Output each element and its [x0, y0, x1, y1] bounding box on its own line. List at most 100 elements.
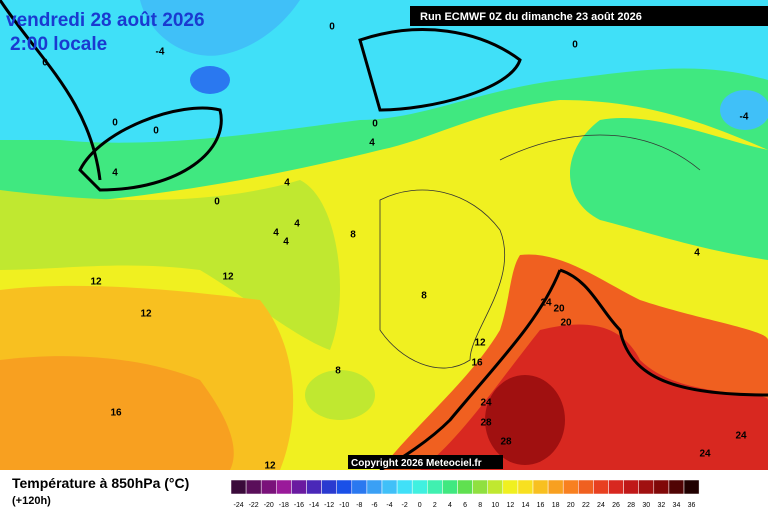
colorbar-label: -6 [371, 502, 377, 509]
colorbar-swatch [683, 479, 700, 495]
colorbar-swatch [276, 479, 292, 495]
colorbar-label: 14 [522, 502, 530, 509]
contour-label: 28 [500, 437, 512, 448]
colorbar-label: 12 [506, 502, 514, 509]
contour-label: 12 [264, 461, 276, 472]
colorbar-label: -14 [309, 502, 319, 509]
contour-labels: 0-4000004-444044481212812242020412168162… [42, 22, 749, 472]
colorbar-swatch [547, 479, 564, 495]
field-lime [0, 180, 340, 350]
colorbar-label: 6 [463, 502, 467, 509]
field-cool-pocket [305, 370, 375, 420]
colorbar-swatch [457, 479, 473, 495]
colorbar-swatch [336, 479, 353, 495]
colorbar-label: -2 [402, 502, 408, 509]
contour-label: 24 [735, 431, 747, 442]
map-field [0, 0, 768, 472]
colorbar-swatch [396, 479, 413, 495]
contour-label: 24 [699, 449, 711, 460]
field-blue [140, 0, 300, 56]
colorbar-label: 8 [478, 502, 482, 509]
colorbar-label: 4 [448, 502, 452, 509]
contour-label: 4 [694, 248, 700, 259]
colorbar-label: 26 [612, 502, 620, 509]
colorbar-label: -8 [356, 502, 362, 509]
contour-label: -4 [156, 47, 165, 58]
colorbar-label: 22 [582, 502, 590, 509]
contour-label: 0 [572, 40, 578, 51]
map-date: vendredi 28 août 2026 [6, 10, 205, 31]
copyright-banner [348, 455, 503, 469]
field-cold [190, 66, 230, 94]
run-info: Run ECMWF 0Z du dimanche 23 août 2026 [420, 11, 642, 23]
contour-label: 0 [372, 119, 378, 130]
colorbar-swatch [366, 479, 383, 495]
colorbar-label: 24 [597, 502, 605, 509]
colorbar-label: 36 [688, 502, 696, 509]
coastline-bold [0, 0, 522, 192]
colorbar-label: 2 [433, 502, 437, 509]
contour-label: 4 [112, 168, 118, 179]
contour-label: 4 [369, 138, 375, 149]
field-orange [0, 356, 234, 470]
run-banner [410, 6, 768, 26]
contour-label: 12 [90, 277, 102, 288]
copyright: Copyright 2026 Meteociel.fr [351, 458, 482, 469]
colorbar-label: 32 [657, 502, 665, 509]
colorbar-swatch [442, 479, 458, 495]
contour-label: 8 [350, 230, 356, 241]
colorbar-label: -20 [264, 502, 274, 509]
contour-label: 4 [283, 237, 289, 248]
contour-label: 0 [112, 118, 118, 129]
coastline [379, 134, 701, 369]
contour-label: 4 [294, 219, 300, 230]
colorbar-label: 34 [673, 502, 681, 509]
colorbar-swatch [653, 479, 670, 495]
colorbar-label: -12 [324, 502, 334, 509]
colorbar-swatch [668, 479, 685, 495]
colorbar-label: 28 [627, 502, 635, 509]
colorbar-swatch [623, 479, 639, 495]
colorbar-swatch [562, 479, 579, 495]
colorbar-label: -18 [279, 502, 289, 509]
contour-label: -4 [740, 112, 749, 123]
contour-label: 20 [560, 318, 572, 329]
contour-label: 0 [329, 22, 335, 33]
colorbar-swatch [260, 479, 277, 495]
colorbar-label: -22 [249, 502, 259, 509]
colorbar-swatch [306, 479, 322, 495]
colorbar-label: 0 [418, 502, 422, 509]
colorbar-label: 20 [567, 502, 575, 509]
colorbar-swatch [411, 479, 428, 495]
lead-time: (+120h) [12, 495, 51, 507]
contour-label: 4 [273, 228, 279, 239]
colorbar-swatch [321, 479, 337, 495]
colorbar-swatch [578, 479, 594, 495]
colorbar-label: -10 [339, 502, 349, 509]
colorbar-label: 30 [642, 502, 650, 509]
contour-label: 0 [214, 197, 220, 208]
colorbar-label: -16 [294, 502, 304, 509]
colorbar-label: 16 [537, 502, 545, 509]
contour-label: 16 [471, 358, 483, 369]
colorbar: -24 -22 -20 -18 -16 -14 -12 -10 -8 -6 -4 -2 0 2 4 6 8 10 1… [230, 479, 700, 509]
colorbar-label: -24 [233, 502, 243, 509]
contour-label: 16 [110, 408, 122, 419]
colorbar-swatch [291, 479, 307, 495]
contour-label: 8 [421, 291, 427, 302]
field-green-east [570, 117, 768, 261]
contour-label: 12 [140, 309, 152, 320]
contour-label: 24 [480, 398, 492, 409]
colorbar-swatch [517, 479, 534, 495]
contour-label: 12 [222, 272, 234, 283]
colorbar-label: 10 [491, 502, 499, 509]
colorbar-swatch [427, 479, 443, 495]
colorbar-swatch [351, 479, 368, 495]
colorbar-swatch [532, 479, 549, 495]
map-time: 2:00 locale [10, 34, 107, 55]
contour-label: 24 [540, 298, 552, 309]
contour-label: 28 [480, 418, 492, 429]
field-hotspot [485, 375, 565, 465]
colorbar-label: -4 [386, 502, 392, 509]
